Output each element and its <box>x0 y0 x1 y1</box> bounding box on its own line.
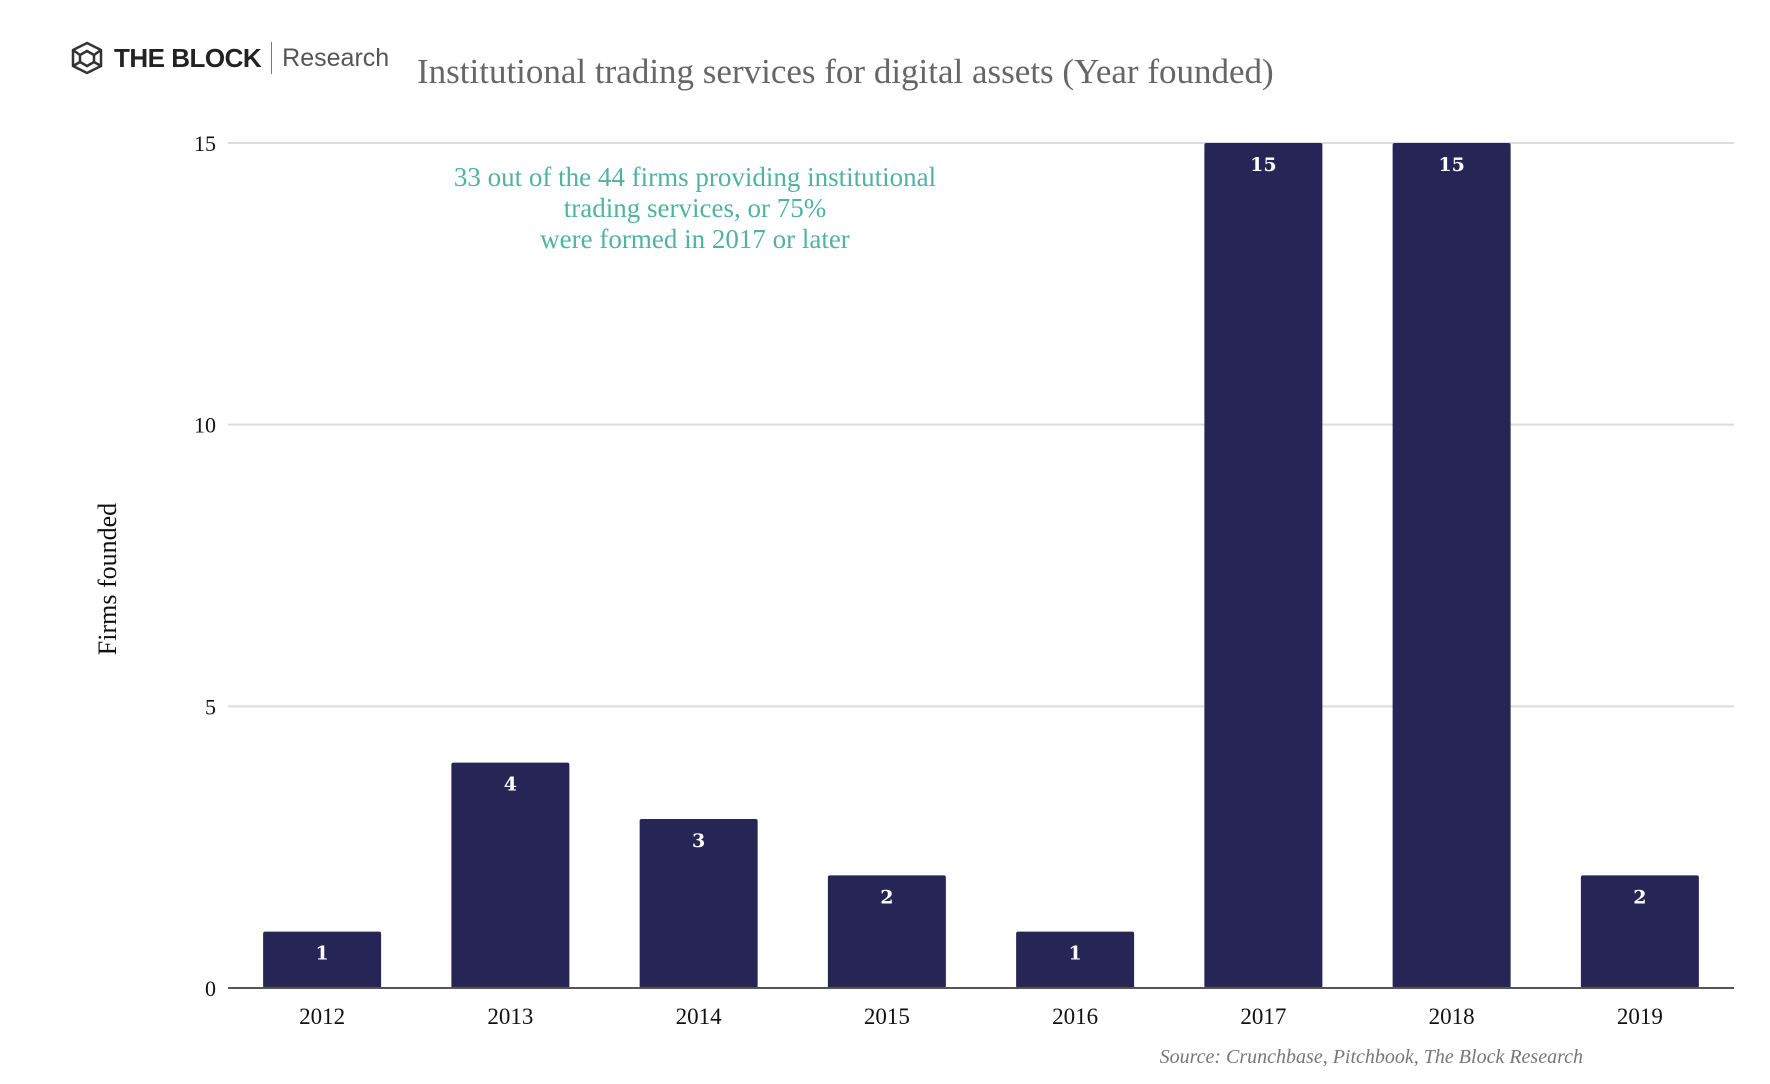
bar <box>1392 143 1511 988</box>
data-label: 2 <box>880 886 893 908</box>
annotation-line: were formed in 2017 or later <box>540 224 850 254</box>
bar <box>263 931 382 988</box>
cube-logo-icon <box>71 41 103 75</box>
brand-logo: THE BLOCK Research <box>70 40 389 76</box>
data-label: 15 <box>1438 154 1464 176</box>
chart-title: Institutional trading services for digit… <box>417 52 1274 91</box>
brand-sub: Research <box>282 43 390 72</box>
x-tick-label: 2018 <box>1429 1004 1475 1029</box>
x-tick-label: 2015 <box>864 1004 910 1029</box>
x-tick-label: 2016 <box>1052 1004 1098 1029</box>
data-label: 3 <box>692 830 705 852</box>
annotation: 33 out of the 44 firms providing institu… <box>395 162 995 255</box>
data-label: 1 <box>1069 943 1082 965</box>
y-tick-label: 0 <box>205 976 216 1001</box>
brand-divider <box>271 42 273 74</box>
bar <box>1016 931 1135 988</box>
y-tick-label: 5 <box>205 694 216 719</box>
bar <box>827 875 946 988</box>
data-label: 4 <box>504 774 517 796</box>
y-axis-label: Firms founded <box>93 502 122 656</box>
source-note: Source: Crunchbase, Pitchbook, The Block… <box>1159 1046 1583 1068</box>
y-tick-label: 10 <box>194 413 216 438</box>
brand-name: THE BLOCK <box>114 42 262 73</box>
y-tick-label: 15 <box>194 131 216 156</box>
bar <box>1580 875 1699 988</box>
bar <box>451 762 570 988</box>
bar <box>1204 143 1323 988</box>
annotation-line: 33 out of the 44 firms providing institu… <box>453 162 937 192</box>
x-tick-label: 2013 <box>487 1004 533 1029</box>
bar <box>639 819 758 988</box>
x-tick-label: 2014 <box>676 1004 723 1029</box>
annotation-line: trading services, or 75% <box>563 193 827 223</box>
x-tick-label: 2017 <box>1240 1004 1286 1029</box>
data-label: 1 <box>316 943 329 965</box>
x-tick-label: 2019 <box>1617 1004 1663 1029</box>
x-tick-label: 2012 <box>299 1004 345 1029</box>
data-label: 15 <box>1250 154 1276 176</box>
data-label: 2 <box>1633 886 1646 908</box>
